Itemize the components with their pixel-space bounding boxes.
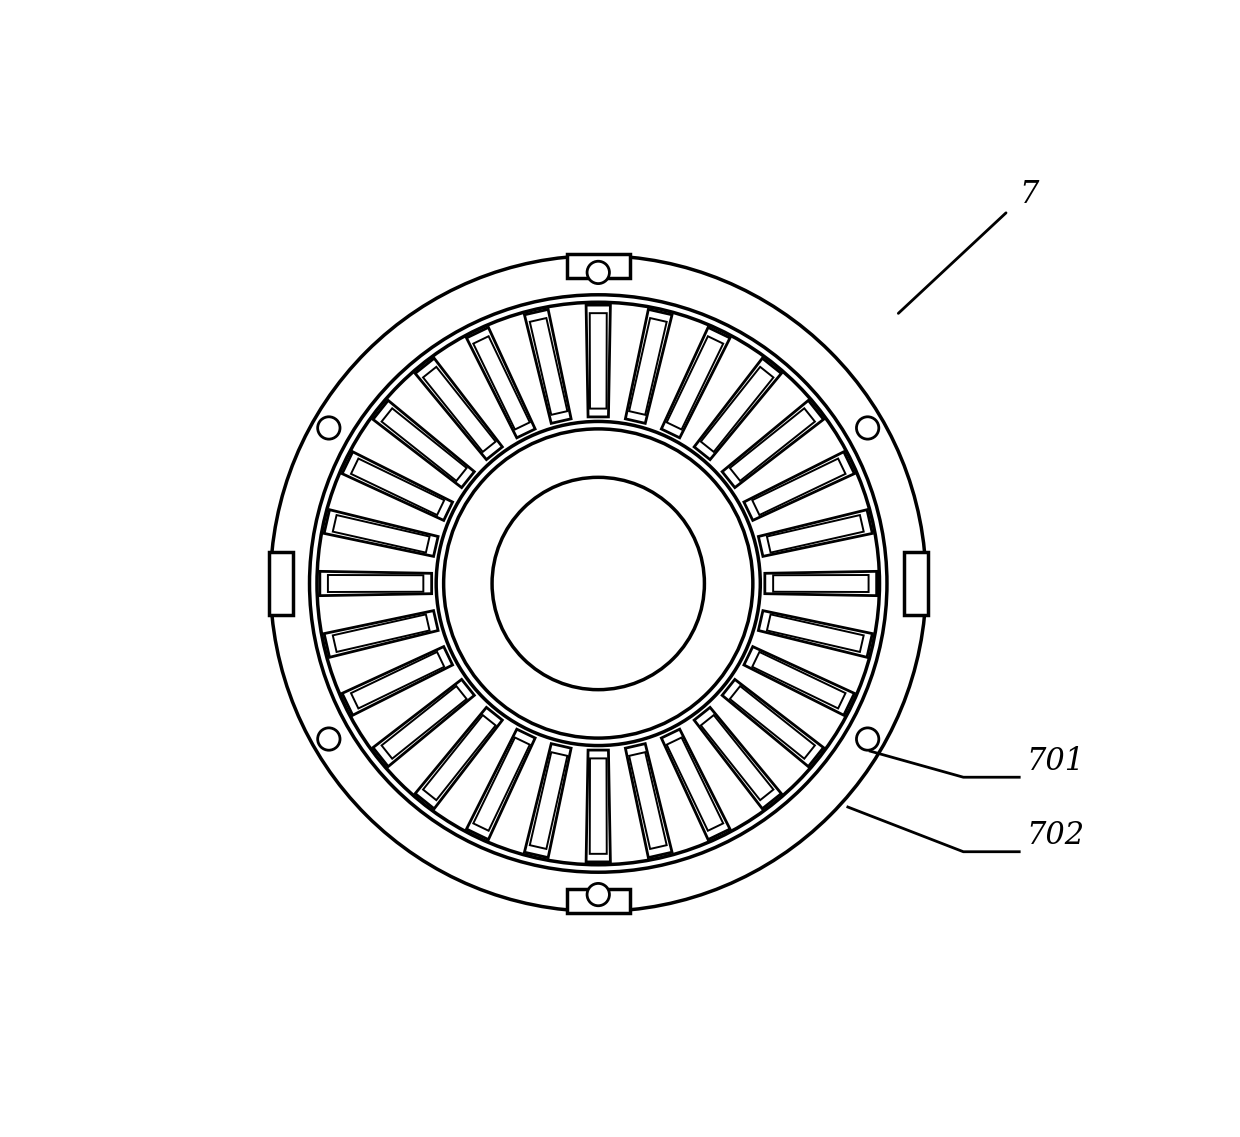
Circle shape	[444, 429, 753, 738]
Circle shape	[587, 262, 609, 283]
Polygon shape	[332, 515, 429, 553]
Circle shape	[317, 728, 340, 750]
Polygon shape	[567, 889, 630, 913]
Polygon shape	[320, 572, 432, 596]
Polygon shape	[722, 400, 823, 488]
Polygon shape	[474, 738, 529, 831]
Polygon shape	[373, 680, 475, 766]
Circle shape	[436, 422, 760, 746]
Polygon shape	[759, 509, 873, 556]
Polygon shape	[587, 305, 610, 417]
Polygon shape	[529, 318, 568, 415]
Polygon shape	[701, 715, 774, 800]
Circle shape	[317, 302, 879, 865]
Circle shape	[270, 256, 926, 912]
Text: 7: 7	[1019, 180, 1039, 210]
Text: 702: 702	[1027, 820, 1085, 852]
Polygon shape	[373, 400, 475, 488]
Polygon shape	[701, 367, 774, 451]
Polygon shape	[744, 647, 854, 715]
Polygon shape	[466, 729, 536, 839]
Polygon shape	[324, 509, 438, 556]
Circle shape	[317, 417, 340, 439]
Polygon shape	[525, 309, 572, 423]
Polygon shape	[382, 686, 466, 758]
Polygon shape	[351, 652, 444, 708]
Polygon shape	[342, 451, 453, 521]
Polygon shape	[474, 337, 529, 430]
Polygon shape	[625, 309, 672, 423]
Polygon shape	[423, 715, 496, 800]
Polygon shape	[753, 652, 846, 708]
Polygon shape	[661, 729, 730, 839]
Polygon shape	[415, 358, 502, 459]
Circle shape	[857, 728, 879, 750]
Polygon shape	[774, 575, 868, 592]
Polygon shape	[694, 358, 781, 459]
Polygon shape	[904, 551, 928, 615]
Polygon shape	[327, 575, 423, 592]
Polygon shape	[765, 572, 877, 596]
Polygon shape	[744, 451, 854, 521]
Polygon shape	[766, 614, 864, 652]
Polygon shape	[590, 313, 606, 408]
Polygon shape	[324, 611, 438, 657]
Polygon shape	[270, 256, 926, 912]
Polygon shape	[722, 680, 823, 766]
Polygon shape	[753, 458, 846, 515]
Polygon shape	[759, 611, 873, 657]
Polygon shape	[629, 753, 667, 849]
Polygon shape	[629, 318, 667, 415]
Polygon shape	[525, 744, 572, 857]
Polygon shape	[269, 551, 293, 615]
Polygon shape	[587, 750, 610, 862]
Polygon shape	[667, 337, 723, 430]
Circle shape	[587, 883, 609, 906]
Polygon shape	[667, 738, 723, 831]
Polygon shape	[342, 647, 453, 715]
Polygon shape	[415, 707, 502, 808]
Polygon shape	[382, 408, 466, 481]
Polygon shape	[730, 686, 815, 758]
Polygon shape	[661, 327, 730, 438]
Polygon shape	[730, 408, 815, 481]
Polygon shape	[351, 458, 444, 515]
Polygon shape	[625, 744, 672, 857]
Polygon shape	[529, 753, 568, 849]
Text: 701: 701	[1027, 746, 1085, 777]
Circle shape	[857, 417, 879, 439]
Polygon shape	[590, 758, 606, 854]
Polygon shape	[423, 367, 496, 451]
Polygon shape	[466, 327, 536, 438]
Polygon shape	[694, 707, 781, 808]
Polygon shape	[332, 614, 429, 652]
Polygon shape	[567, 254, 630, 279]
Polygon shape	[766, 515, 864, 553]
